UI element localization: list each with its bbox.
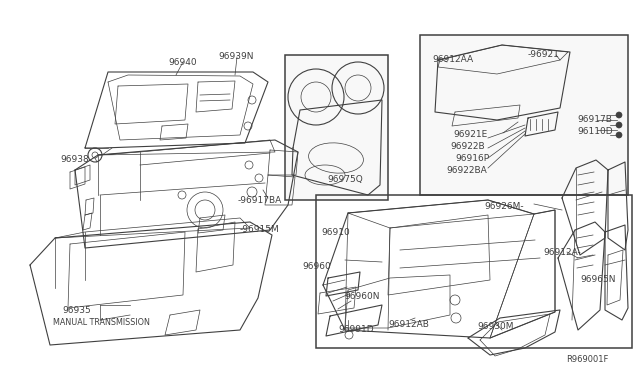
Text: 96935: 96935: [62, 306, 91, 315]
Text: 96912A-: 96912A-: [543, 248, 580, 257]
Text: -96915M: -96915M: [240, 225, 280, 234]
Text: 96912AA: 96912AA: [432, 55, 473, 64]
Circle shape: [616, 132, 622, 138]
Text: 96926M-: 96926M-: [484, 202, 524, 211]
Text: 96930M: 96930M: [477, 322, 513, 331]
Text: 96965N: 96965N: [580, 275, 616, 284]
Text: 96921E: 96921E: [453, 130, 487, 139]
Circle shape: [616, 122, 622, 128]
Text: 96960N: 96960N: [344, 292, 380, 301]
Text: 96922B: 96922B: [450, 142, 484, 151]
Text: 96912AB: 96912AB: [388, 320, 429, 329]
Text: 96960: 96960: [302, 262, 331, 271]
Text: MANUAL TRANSMISSION: MANUAL TRANSMISSION: [53, 318, 150, 327]
Text: 96940: 96940: [168, 58, 196, 67]
Text: 96916P: 96916P: [455, 154, 489, 163]
Text: R969001F: R969001F: [566, 355, 609, 364]
Text: 96991D: 96991D: [338, 325, 374, 334]
Bar: [316, 195, 632, 348]
Circle shape: [616, 112, 622, 118]
Text: 96939N: 96939N: [218, 52, 253, 61]
Text: 96975Q: 96975Q: [327, 175, 363, 184]
Text: 96938: 96938: [60, 155, 89, 164]
Text: 96922BA: 96922BA: [446, 166, 487, 175]
Text: -96917BA: -96917BA: [238, 196, 282, 205]
Text: 96917B: 96917B: [577, 115, 612, 124]
Text: -96921: -96921: [528, 50, 560, 59]
Text: 96110D: 96110D: [577, 127, 612, 136]
Text: 96910: 96910: [321, 228, 349, 237]
Bar: [285, 55, 388, 200]
Bar: [420, 35, 628, 195]
